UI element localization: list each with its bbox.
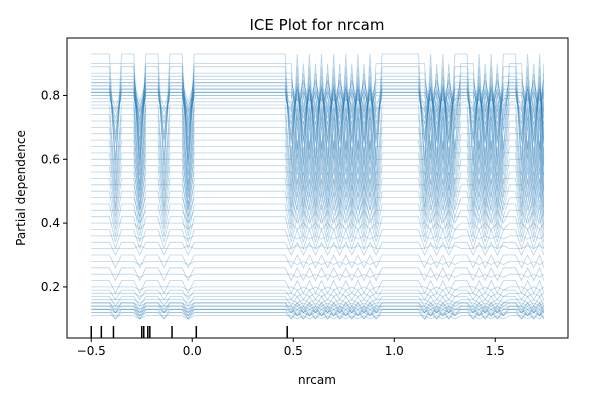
ice-line xyxy=(91,88,545,141)
ice-line xyxy=(91,266,545,282)
ice-line xyxy=(91,260,545,266)
ice-line xyxy=(91,273,545,278)
ice-line xyxy=(91,209,545,225)
ice-line xyxy=(91,75,545,144)
y-tick-label: 0.6 xyxy=(41,152,60,166)
ice-line xyxy=(91,66,545,176)
ice-line xyxy=(91,85,545,134)
ice-line xyxy=(91,305,545,314)
ice-line xyxy=(91,295,545,307)
ice-line xyxy=(91,53,545,166)
ice-line xyxy=(91,81,545,104)
ice-line xyxy=(91,177,545,224)
ice-line xyxy=(91,127,545,198)
ice-line xyxy=(91,165,545,217)
ice-line xyxy=(91,114,545,192)
ice-line xyxy=(91,299,545,304)
ice-line xyxy=(91,253,545,269)
ice-line xyxy=(91,305,545,317)
x-tick-label: 0.0 xyxy=(183,344,202,358)
ice-line xyxy=(91,93,545,120)
ice-line xyxy=(91,158,545,198)
ice-line xyxy=(91,222,545,231)
ice-line xyxy=(91,104,545,185)
ice-line xyxy=(91,72,545,128)
ice-line xyxy=(91,87,545,110)
ice-line xyxy=(91,311,545,320)
ice-line xyxy=(91,146,545,192)
x-tick-label: −0.5 xyxy=(77,344,106,358)
x-axis-ticks: −0.5 0.0 0.5 1.0 1.5 xyxy=(77,338,505,358)
ice-line xyxy=(91,190,545,230)
ice-lines xyxy=(91,53,545,320)
x-tick-label: 1.0 xyxy=(385,344,404,358)
ice-line xyxy=(91,308,545,317)
ice-line xyxy=(91,171,545,205)
ice-line xyxy=(91,312,545,317)
ice-line xyxy=(91,85,545,122)
ice-line xyxy=(91,120,545,176)
ice-line xyxy=(91,95,545,131)
y-tick-label: 0.8 xyxy=(41,88,60,102)
chart-title: ICE Plot for nrcam xyxy=(250,16,385,34)
ice-line xyxy=(91,79,545,112)
y-axis-ticks: 0.2 0.4 0.6 0.8 xyxy=(41,88,67,294)
x-tick-label: 0.5 xyxy=(284,344,303,358)
ice-line xyxy=(91,107,545,166)
ice-line xyxy=(91,152,545,211)
x-axis-label: nrcam xyxy=(298,373,336,387)
ice-line xyxy=(91,315,545,320)
ice-line xyxy=(91,308,545,313)
ice-line xyxy=(91,244,545,250)
ice-line xyxy=(91,97,545,113)
ice-line xyxy=(91,216,545,243)
ice-line xyxy=(91,302,545,314)
ice-line xyxy=(91,91,545,125)
x-tick-label: 1.5 xyxy=(486,344,505,358)
ice-line xyxy=(91,184,545,211)
ice-line xyxy=(91,139,545,208)
ice-line xyxy=(91,302,545,310)
ice-line xyxy=(91,286,545,291)
ice-line xyxy=(91,235,545,240)
y-tick-label: 0.2 xyxy=(41,280,60,294)
plot-frame xyxy=(66,37,569,339)
ice-line xyxy=(91,82,545,160)
y-axis-label: Partial dependence xyxy=(14,130,28,246)
ice-line xyxy=(91,91,545,150)
ice-line xyxy=(91,88,545,115)
ice-line xyxy=(91,203,545,236)
ice-line xyxy=(91,101,545,160)
ice-line xyxy=(91,308,545,320)
ice-line xyxy=(91,292,545,297)
ice-line xyxy=(91,227,545,250)
ice-line xyxy=(91,63,545,153)
ice-line xyxy=(91,241,545,256)
ice-line xyxy=(91,133,545,185)
ice-line xyxy=(91,279,545,295)
y-tick-label: 0.4 xyxy=(41,216,60,230)
ice-line xyxy=(91,91,545,107)
ice-line xyxy=(91,305,545,310)
rug-ticks xyxy=(90,326,288,338)
ice-line xyxy=(91,196,545,219)
ice-line xyxy=(91,302,545,307)
ice-line xyxy=(91,289,545,301)
